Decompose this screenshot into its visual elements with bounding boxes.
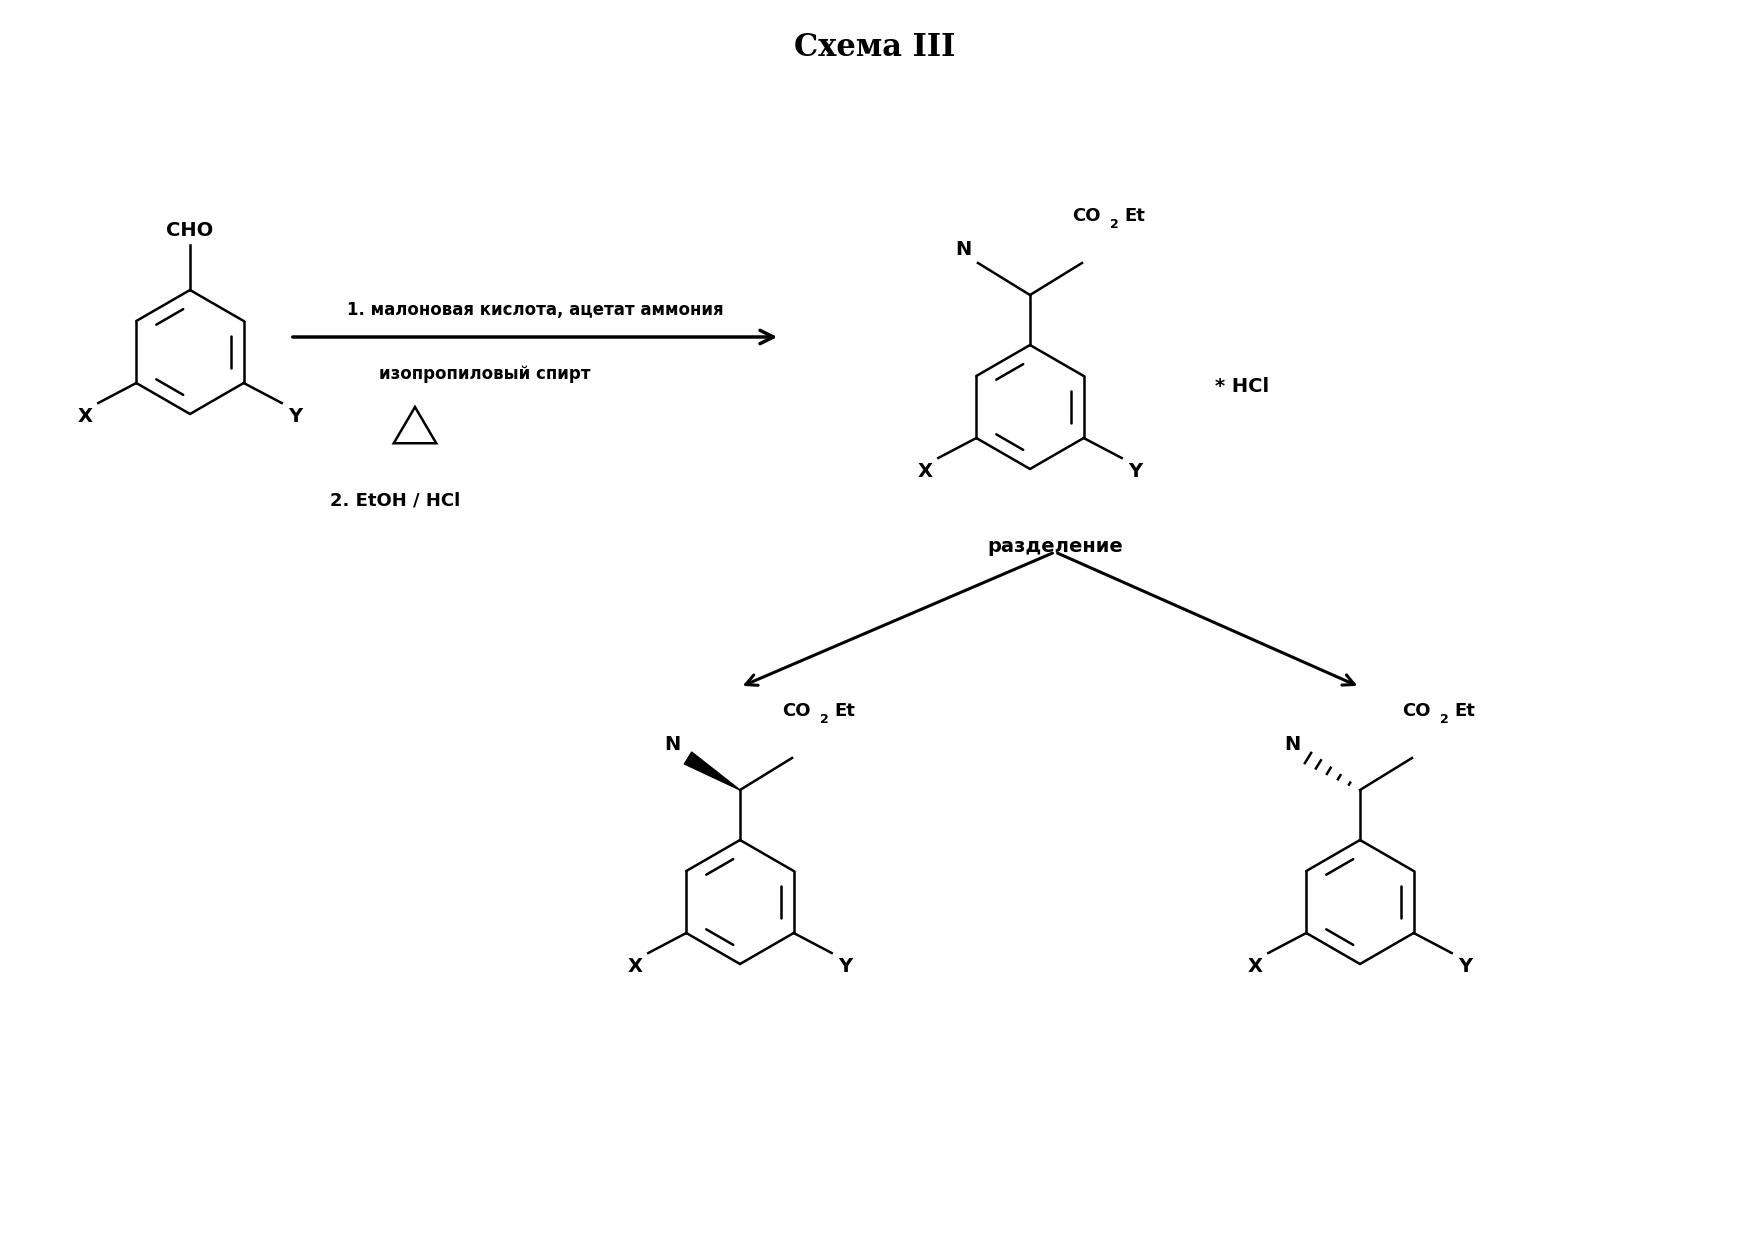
- Text: Y: Y: [1127, 462, 1141, 481]
- Text: Et: Et: [835, 702, 856, 720]
- Text: CO: CO: [1073, 207, 1101, 225]
- Text: разделение: разделение: [987, 537, 1124, 556]
- Text: 2: 2: [1110, 219, 1118, 231]
- Text: 1. малоновая кислота, ацетат аммония: 1. малоновая кислота, ацетат аммония: [346, 301, 723, 319]
- Text: 2: 2: [1440, 713, 1449, 727]
- Text: * HCl: * HCl: [1214, 378, 1269, 396]
- Text: N: N: [665, 735, 681, 754]
- Text: 2: 2: [821, 713, 830, 727]
- Text: Et: Et: [1124, 207, 1144, 225]
- Text: CHO: CHO: [166, 221, 214, 240]
- Text: Et: Et: [1454, 702, 1475, 720]
- Text: изопропиловый спирт: изопропиловый спирт: [380, 365, 592, 383]
- Text: Схема III: Схема III: [794, 32, 956, 63]
- Text: Y: Y: [1458, 958, 1472, 976]
- Text: N: N: [956, 240, 971, 260]
- Text: Y: Y: [838, 958, 852, 976]
- Text: X: X: [626, 958, 642, 976]
- Text: CO: CO: [782, 702, 810, 720]
- Text: 2. EtOH / HCl: 2. EtOH / HCl: [329, 492, 460, 510]
- Text: Y: Y: [287, 407, 301, 426]
- Text: X: X: [917, 462, 933, 481]
- Text: X: X: [1248, 958, 1262, 976]
- Text: CO: CO: [1402, 702, 1430, 720]
- Polygon shape: [684, 753, 740, 790]
- Text: N: N: [1284, 735, 1300, 754]
- Text: X: X: [77, 407, 93, 426]
